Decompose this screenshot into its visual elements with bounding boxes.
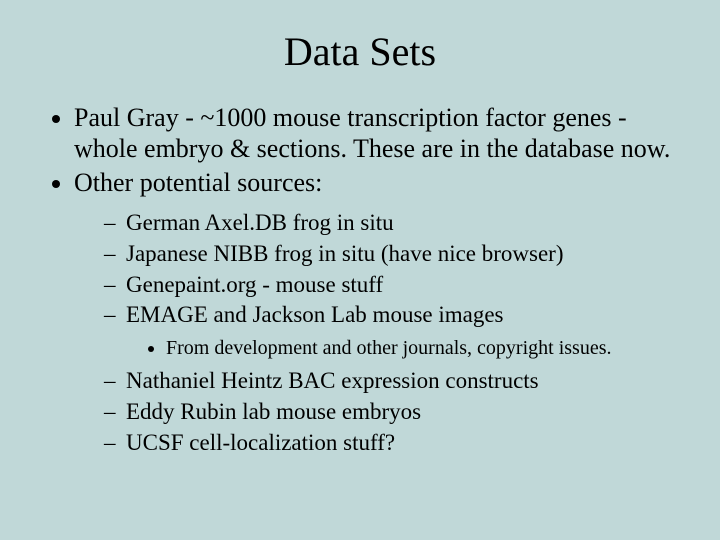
list-item: Eddy Rubin lab mouse embryos bbox=[104, 398, 680, 427]
bullet-list-level2: German Axel.DB frog in situ Japanese NIB… bbox=[74, 209, 680, 457]
list-item: Nathaniel Heintz BAC expression construc… bbox=[104, 367, 680, 396]
list-item: Other potential sources: German Axel.DB … bbox=[74, 168, 680, 457]
slide: Data Sets Paul Gray - ~1000 mouse transc… bbox=[0, 0, 720, 540]
list-item: From development and other journals, cop… bbox=[166, 336, 680, 361]
list-item: German Axel.DB frog in situ bbox=[104, 209, 680, 238]
list-item-text: EMAGE and Jackson Lab mouse images bbox=[126, 302, 504, 327]
list-item: UCSF cell-localization stuff? bbox=[104, 429, 680, 458]
list-item: Genepaint.org - mouse stuff bbox=[104, 271, 680, 300]
list-item: Paul Gray - ~1000 mouse transcription fa… bbox=[74, 103, 680, 164]
list-item-text: Other potential sources: bbox=[74, 168, 322, 197]
bullet-list-level1: Paul Gray - ~1000 mouse transcription fa… bbox=[40, 103, 680, 457]
list-item: EMAGE and Jackson Lab mouse images From … bbox=[104, 301, 680, 361]
list-item: Japanese NIBB frog in situ (have nice br… bbox=[104, 240, 680, 269]
bullet-list-level3: From development and other journals, cop… bbox=[126, 336, 680, 361]
slide-title: Data Sets bbox=[40, 28, 680, 75]
